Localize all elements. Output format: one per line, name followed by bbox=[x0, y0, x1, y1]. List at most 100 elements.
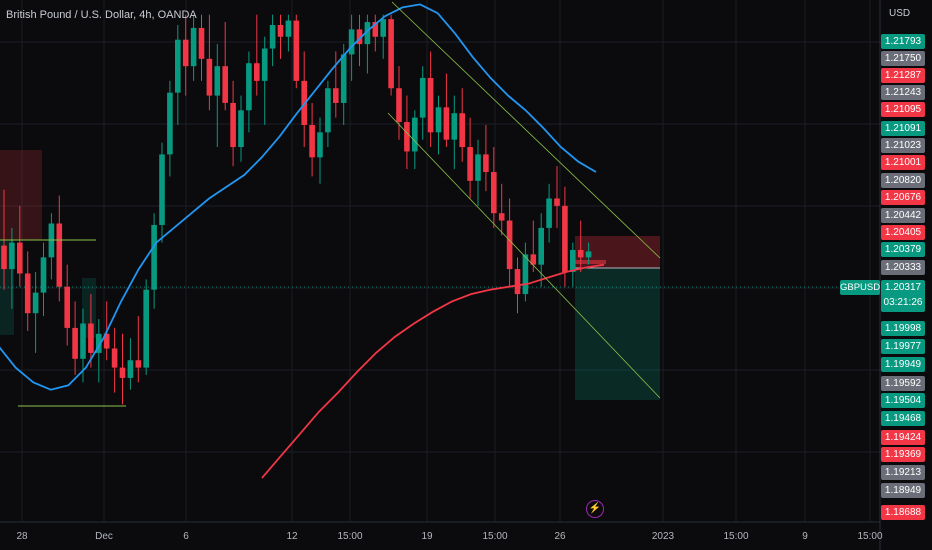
candle-body bbox=[111, 348, 118, 368]
channel-upper-line bbox=[391, 1, 661, 259]
time-label: 15:00 bbox=[337, 531, 363, 542]
time-label: 12 bbox=[286, 531, 298, 542]
take-profit-zone bbox=[575, 268, 660, 400]
candle-body bbox=[238, 110, 244, 148]
candle-body bbox=[309, 124, 315, 158]
candle-body bbox=[554, 198, 560, 206]
candle-body bbox=[96, 333, 102, 353]
candle-body bbox=[143, 289, 149, 368]
mid-green-zone bbox=[82, 278, 96, 338]
candle-body bbox=[190, 27, 197, 67]
price-label: 1.21287 bbox=[881, 68, 925, 83]
candles bbox=[1, 14, 592, 405]
price-label: 1.21243 bbox=[881, 85, 925, 100]
time-label: 28 bbox=[16, 531, 28, 542]
candle-body bbox=[356, 29, 363, 45]
candle-body bbox=[372, 22, 379, 37]
channel-lower-line bbox=[387, 112, 661, 399]
time-label: 9 bbox=[802, 531, 808, 542]
candle-body bbox=[17, 242, 23, 274]
time-label: 15:00 bbox=[857, 531, 883, 542]
price-label: 1.19592 bbox=[881, 376, 925, 391]
candle-body bbox=[32, 292, 39, 314]
candle-body bbox=[135, 360, 142, 368]
candle-body bbox=[40, 257, 47, 293]
price-label: 1.20405 bbox=[881, 225, 925, 240]
price-label: 1.18949 bbox=[881, 483, 925, 498]
time-label: 15:00 bbox=[723, 531, 749, 542]
time-label: 26 bbox=[554, 531, 566, 542]
candle-body bbox=[277, 24, 284, 37]
candle-body bbox=[396, 88, 402, 123]
candle-body bbox=[412, 117, 418, 152]
symbol-badge: GBPUSD bbox=[840, 280, 881, 295]
candle-body bbox=[570, 249, 576, 273]
red-moving-average bbox=[261, 263, 605, 479]
price-label: 1.21091 bbox=[881, 121, 925, 136]
candle-body bbox=[269, 24, 276, 49]
candle-body bbox=[167, 92, 173, 155]
candle-body bbox=[475, 154, 481, 181]
candle-body bbox=[317, 132, 323, 158]
time-label: 6 bbox=[183, 531, 189, 542]
candle-body bbox=[24, 273, 31, 314]
candle-body bbox=[348, 29, 355, 55]
candle-body bbox=[498, 213, 505, 221]
candle-body bbox=[546, 198, 552, 228]
price-label: 1.20820 bbox=[881, 173, 925, 188]
candle-body bbox=[175, 39, 181, 93]
grid bbox=[0, 0, 880, 523]
price-label: 1.19424 bbox=[881, 430, 925, 445]
price-label: 1.21023 bbox=[881, 138, 925, 153]
candle-body bbox=[127, 360, 134, 378]
price-label: 1.20676 bbox=[881, 190, 925, 205]
price-label: 1.21750 bbox=[881, 51, 925, 66]
chart-title: British Pound / U.S. Dollar, 4h, OANDA bbox=[6, 9, 197, 21]
candle-body bbox=[506, 220, 513, 270]
candle-body bbox=[467, 147, 473, 181]
price-label: 1.20442 bbox=[881, 208, 925, 223]
candle-body bbox=[103, 333, 110, 349]
candle-body bbox=[443, 107, 450, 140]
time-label: 2023 bbox=[651, 531, 675, 542]
blue-moving-average bbox=[0, 3, 597, 391]
price-label: 1.21095 bbox=[881, 102, 925, 117]
candle-body bbox=[151, 224, 157, 290]
candle-body bbox=[364, 22, 371, 45]
lightning-icon[interactable]: ⚡ bbox=[586, 500, 604, 518]
candle-body bbox=[538, 227, 544, 265]
candle-body bbox=[325, 88, 331, 133]
candle-body bbox=[427, 77, 434, 133]
candle-body bbox=[222, 66, 228, 103]
currency-label[interactable]: USD bbox=[889, 8, 911, 19]
candle-body bbox=[419, 77, 426, 118]
price-label: 1.21793 bbox=[881, 34, 925, 49]
candle-body bbox=[254, 63, 260, 81]
candle-body bbox=[198, 27, 205, 59]
price-label: 1.19949 bbox=[881, 357, 925, 372]
candle-body bbox=[522, 254, 529, 295]
candle-body bbox=[182, 39, 189, 67]
price-label: 1.18688 bbox=[881, 505, 925, 520]
price-label: 1.19213 bbox=[881, 465, 925, 480]
time-label: 15:00 bbox=[482, 531, 508, 542]
candle-body bbox=[340, 54, 347, 103]
candle-body bbox=[530, 254, 537, 265]
candle-body bbox=[285, 20, 292, 37]
candle-body bbox=[388, 19, 394, 89]
candle-body bbox=[261, 48, 268, 81]
candle-body bbox=[64, 286, 70, 328]
drawings bbox=[0, 1, 661, 407]
candle-body bbox=[585, 251, 592, 258]
candle-body bbox=[577, 249, 584, 258]
candle-body bbox=[88, 323, 94, 353]
candle-body bbox=[1, 245, 7, 270]
candle-body bbox=[459, 113, 465, 148]
candle-body bbox=[119, 367, 126, 378]
candle-body bbox=[562, 205, 568, 273]
time-label: 19 bbox=[421, 531, 433, 542]
candle-body bbox=[214, 66, 221, 96]
candle-body bbox=[56, 223, 63, 287]
